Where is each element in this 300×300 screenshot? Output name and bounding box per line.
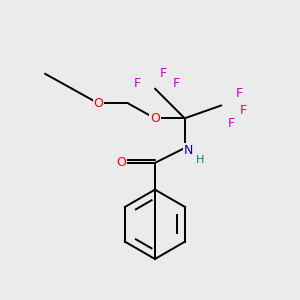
Text: F: F: [236, 87, 243, 100]
Text: O: O: [150, 112, 160, 125]
Text: N: N: [184, 145, 193, 158]
Text: O: O: [116, 156, 126, 170]
Text: F: F: [228, 117, 235, 130]
Text: F: F: [134, 77, 141, 90]
Text: O: O: [94, 97, 103, 110]
Text: F: F: [173, 77, 180, 90]
Text: F: F: [240, 104, 247, 117]
Text: F: F: [159, 67, 167, 80]
Text: H: H: [196, 155, 205, 165]
